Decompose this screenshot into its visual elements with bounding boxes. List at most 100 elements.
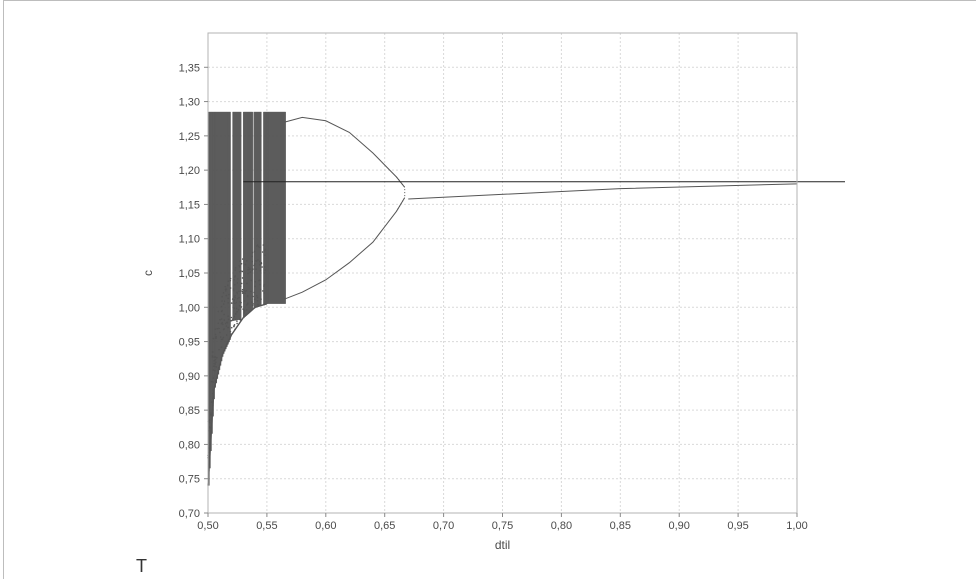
- chaotic-strip: [250, 111, 253, 312]
- y-tick-label: 0,70: [179, 508, 200, 520]
- scatter-point: [214, 333, 217, 336]
- chaotic-strip: [246, 111, 248, 316]
- scatter-point: [233, 325, 235, 327]
- chaotic-strip: [234, 111, 237, 321]
- scatter-point: [240, 301, 242, 304]
- scatter-point: [263, 272, 266, 274]
- scatter-point: [212, 365, 215, 367]
- scatter-point: [250, 301, 253, 303]
- scatter-point: [259, 283, 262, 286]
- x-tick-label: 0,55: [256, 520, 277, 532]
- scatter-point: [256, 294, 258, 297]
- scatter-point: [239, 318, 241, 321]
- y-tick-label: 0,75: [179, 474, 200, 486]
- chaotic-strip: [266, 111, 268, 305]
- scatter-point: [243, 292, 245, 295]
- chaotic-strip: [272, 111, 275, 304]
- scatter-point: [260, 298, 262, 300]
- scatter-point: [212, 381, 214, 383]
- chaotic-strip: [217, 111, 220, 375]
- scatter-point: [221, 295, 223, 298]
- scatter-point: [221, 309, 223, 312]
- chaotic-strip: [269, 111, 272, 304]
- scatter-point: [247, 302, 249, 305]
- scatter-point: [240, 262, 243, 265]
- x-tick-label: 0,95: [727, 520, 748, 532]
- chaotic-strip: [215, 111, 218, 384]
- scatter-point: [251, 269, 253, 272]
- scatter-point: [208, 421, 211, 424]
- chaotic-strip: [212, 111, 214, 417]
- x-tick-label: 0,50: [197, 520, 218, 532]
- y-tick-label: 1,25: [179, 131, 200, 143]
- scatter-point: [227, 297, 230, 300]
- scatter-point: [227, 315, 230, 317]
- y-tick-label: 1,00: [179, 302, 200, 314]
- scatter-point: [238, 270, 241, 273]
- scatter-point: [240, 306, 243, 308]
- x-tick-label: 0,85: [610, 520, 631, 532]
- scatter-point: [259, 246, 262, 249]
- scatter-point: [218, 331, 221, 334]
- scatter-point: [248, 268, 251, 271]
- scatter-point: [219, 336, 222, 338]
- scatter-point: [262, 244, 265, 246]
- scatter-point: [229, 279, 232, 282]
- scatter-point: [234, 318, 237, 321]
- scatter-point: [236, 278, 239, 280]
- scatter-point: [236, 320, 238, 322]
- x-tick-label: 0,80: [551, 520, 572, 532]
- chaotic-strip: [227, 111, 229, 345]
- scatter-point: [240, 290, 242, 292]
- y-tick-label: 0,85: [179, 405, 200, 417]
- chaotic-strip: [257, 111, 260, 307]
- scatter-point: [217, 310, 219, 313]
- scatter-point: [251, 251, 254, 254]
- chaotic-strip: [224, 111, 227, 350]
- scatter-point: [226, 321, 229, 324]
- scatter-point: [260, 262, 263, 264]
- chaotic-strip: [211, 111, 213, 434]
- scatter-point: [222, 292, 225, 294]
- y-tick-label: 1,10: [179, 234, 200, 246]
- scatter-point: [223, 303, 225, 305]
- scatter-point: [234, 312, 237, 315]
- scatter-point: [231, 298, 234, 300]
- corner-text: T: [136, 556, 147, 576]
- scatter-point: [211, 355, 214, 357]
- scatter-point: [243, 289, 246, 291]
- y-tick-label: 1,15: [179, 199, 200, 211]
- scatter-point: [223, 319, 226, 321]
- scatter-point: [213, 362, 215, 365]
- scatter-point: [259, 269, 262, 272]
- scatter-point: [208, 426, 211, 428]
- scatter-point: [225, 290, 227, 292]
- scatter-point: [214, 328, 216, 330]
- scatter-point: [263, 249, 266, 252]
- scatter-point: [257, 259, 259, 261]
- scatter-point: [229, 330, 232, 333]
- scatter-point: [230, 302, 233, 304]
- scatter-point: [218, 348, 220, 351]
- scatter-point: [243, 300, 246, 302]
- scatter-point: [233, 307, 235, 309]
- scatter-point: [225, 288, 228, 290]
- scatter-point: [246, 294, 249, 297]
- scatter-point: [261, 266, 264, 268]
- scatter-point: [241, 288, 244, 291]
- scatter-point: [213, 359, 215, 362]
- scatter-point: [263, 283, 266, 286]
- scatter-point: [235, 311, 238, 313]
- scatter-point: [239, 285, 242, 288]
- chaotic-strip: [208, 111, 210, 486]
- scatter-point: [245, 309, 248, 311]
- scatter-point: [229, 277, 232, 280]
- chaotic-strip: [218, 111, 221, 370]
- chaotic-strip: [271, 111, 274, 304]
- scatter-point: [234, 269, 236, 271]
- scatter-point: [244, 292, 246, 294]
- scatter-point: [224, 285, 227, 288]
- scatter-point: [235, 307, 238, 310]
- scatter-point: [244, 263, 247, 266]
- scatter-point: [247, 266, 250, 269]
